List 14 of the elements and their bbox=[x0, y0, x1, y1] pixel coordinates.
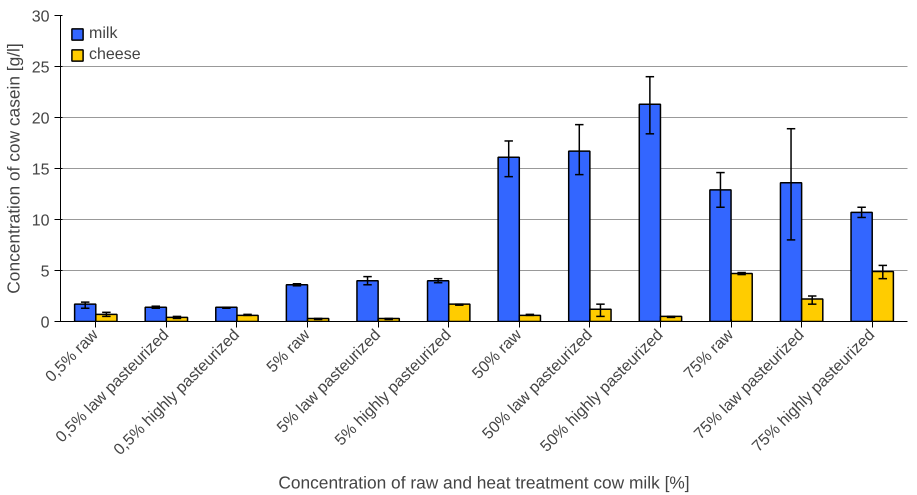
x-tick-label: 50% raw bbox=[469, 326, 526, 383]
y-tick-label: 20 bbox=[32, 110, 50, 128]
y-tick-label: 15 bbox=[32, 162, 50, 178]
x-tick-label: 5% raw bbox=[264, 326, 314, 376]
y-tick-label: 25 bbox=[32, 60, 50, 76]
y-tick-label: 5 bbox=[40, 264, 50, 280]
legend-label: milk bbox=[89, 25, 118, 43]
y-tick-label: 10 bbox=[32, 212, 50, 230]
y-tick-label: 30 bbox=[32, 8, 50, 26]
x-axis-title: Concentration of raw and heat treatment cow milk [%] bbox=[278, 472, 690, 493]
y-tick-label: 0 bbox=[40, 314, 50, 332]
y-axis-title: Concentration of cow casein [g/l] bbox=[4, 43, 24, 294]
legend-label: cheese bbox=[89, 46, 141, 64]
x-tick-label: 75% raw bbox=[681, 326, 738, 383]
